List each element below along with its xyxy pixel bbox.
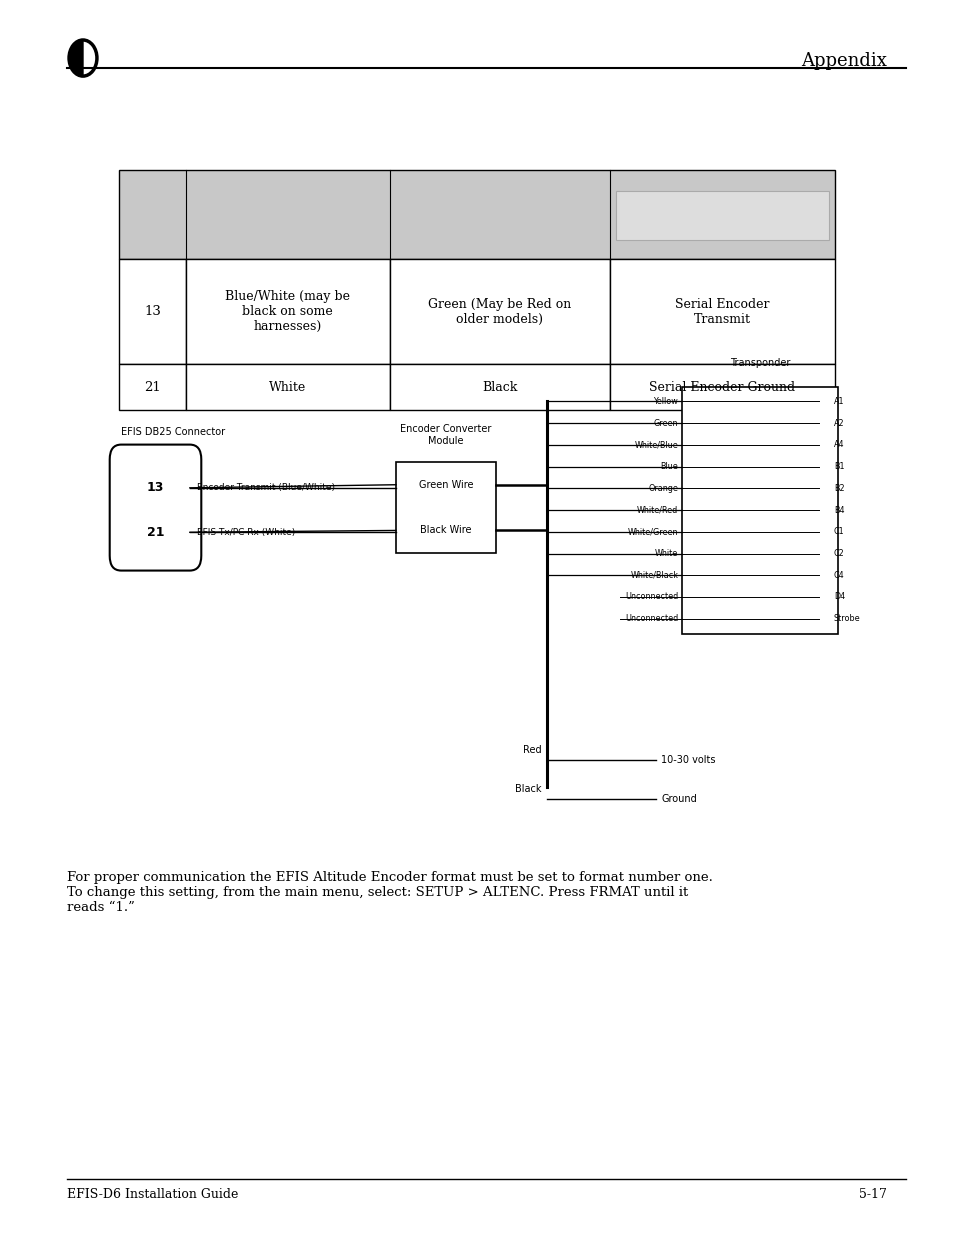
Bar <box>119 364 186 410</box>
Text: 13: 13 <box>144 305 161 319</box>
Bar <box>681 387 837 634</box>
Text: B1: B1 <box>833 462 843 471</box>
Text: 10-30 volts: 10-30 volts <box>660 755 715 764</box>
Text: B2: B2 <box>833 484 843 493</box>
Bar <box>389 364 610 410</box>
Text: Encoder Converter
Module: Encoder Converter Module <box>400 425 491 446</box>
Text: White/Red: White/Red <box>637 505 678 515</box>
Text: Blue/White (may be
black on some
harnesses): Blue/White (may be black on some harness… <box>225 290 350 333</box>
Text: EFIS DB25 Connector: EFIS DB25 Connector <box>121 427 225 437</box>
Text: Black: Black <box>515 784 541 794</box>
Bar <box>610 364 834 410</box>
Text: White/Black: White/Black <box>630 571 678 579</box>
Text: A2: A2 <box>833 419 843 427</box>
Text: Green Wire: Green Wire <box>418 479 473 490</box>
Text: White/Green: White/Green <box>627 527 678 536</box>
Text: Orange: Orange <box>648 484 678 493</box>
Text: A4: A4 <box>833 441 843 450</box>
Text: Encoder Transmit (Blue/White): Encoder Transmit (Blue/White) <box>196 483 335 493</box>
Bar <box>616 190 828 240</box>
Bar <box>119 259 186 364</box>
Bar <box>119 170 834 259</box>
Bar <box>186 259 389 364</box>
Text: EFIS-D6 Installation Guide: EFIS-D6 Installation Guide <box>67 1188 238 1202</box>
Text: Black: Black <box>481 380 517 394</box>
Text: Ground: Ground <box>660 794 696 804</box>
Text: Serial Encoder
Transmit: Serial Encoder Transmit <box>675 298 769 326</box>
Text: Green (May be Red on
older models): Green (May be Red on older models) <box>428 298 571 326</box>
Wedge shape <box>69 40 83 77</box>
Text: D4: D4 <box>833 593 844 601</box>
Text: Green: Green <box>653 419 678 427</box>
Text: Appendix: Appendix <box>801 52 886 70</box>
Bar <box>610 259 834 364</box>
Text: 21: 21 <box>144 380 161 394</box>
Text: 13: 13 <box>147 482 164 494</box>
Text: C4: C4 <box>833 571 843 579</box>
Text: 21: 21 <box>147 526 164 538</box>
Text: C1: C1 <box>833 527 843 536</box>
Bar <box>186 364 389 410</box>
Text: EFIS Tx/PC Rx (White): EFIS Tx/PC Rx (White) <box>196 527 294 537</box>
Text: For proper communication the EFIS Altitude Encoder format must be set to format : For proper communication the EFIS Altitu… <box>67 871 712 914</box>
Text: White: White <box>655 550 678 558</box>
FancyBboxPatch shape <box>110 445 201 571</box>
Text: White/Blue: White/Blue <box>634 441 678 450</box>
Text: Blue: Blue <box>659 462 678 471</box>
Text: Unconnected: Unconnected <box>624 614 678 624</box>
Text: C2: C2 <box>833 550 843 558</box>
Text: A1: A1 <box>833 396 843 406</box>
Text: Red: Red <box>522 745 541 755</box>
Text: 5-17: 5-17 <box>859 1188 886 1202</box>
Text: Black Wire: Black Wire <box>420 525 471 536</box>
Text: Unconnected: Unconnected <box>624 593 678 601</box>
Text: B4: B4 <box>833 505 843 515</box>
Bar <box>389 259 610 364</box>
Text: Transponder: Transponder <box>729 358 789 368</box>
Text: Strobe: Strobe <box>833 614 860 624</box>
Bar <box>395 462 496 553</box>
Text: Serial Encoder Ground: Serial Encoder Ground <box>649 380 795 394</box>
Text: White: White <box>269 380 306 394</box>
Text: Yellow: Yellow <box>653 396 678 406</box>
